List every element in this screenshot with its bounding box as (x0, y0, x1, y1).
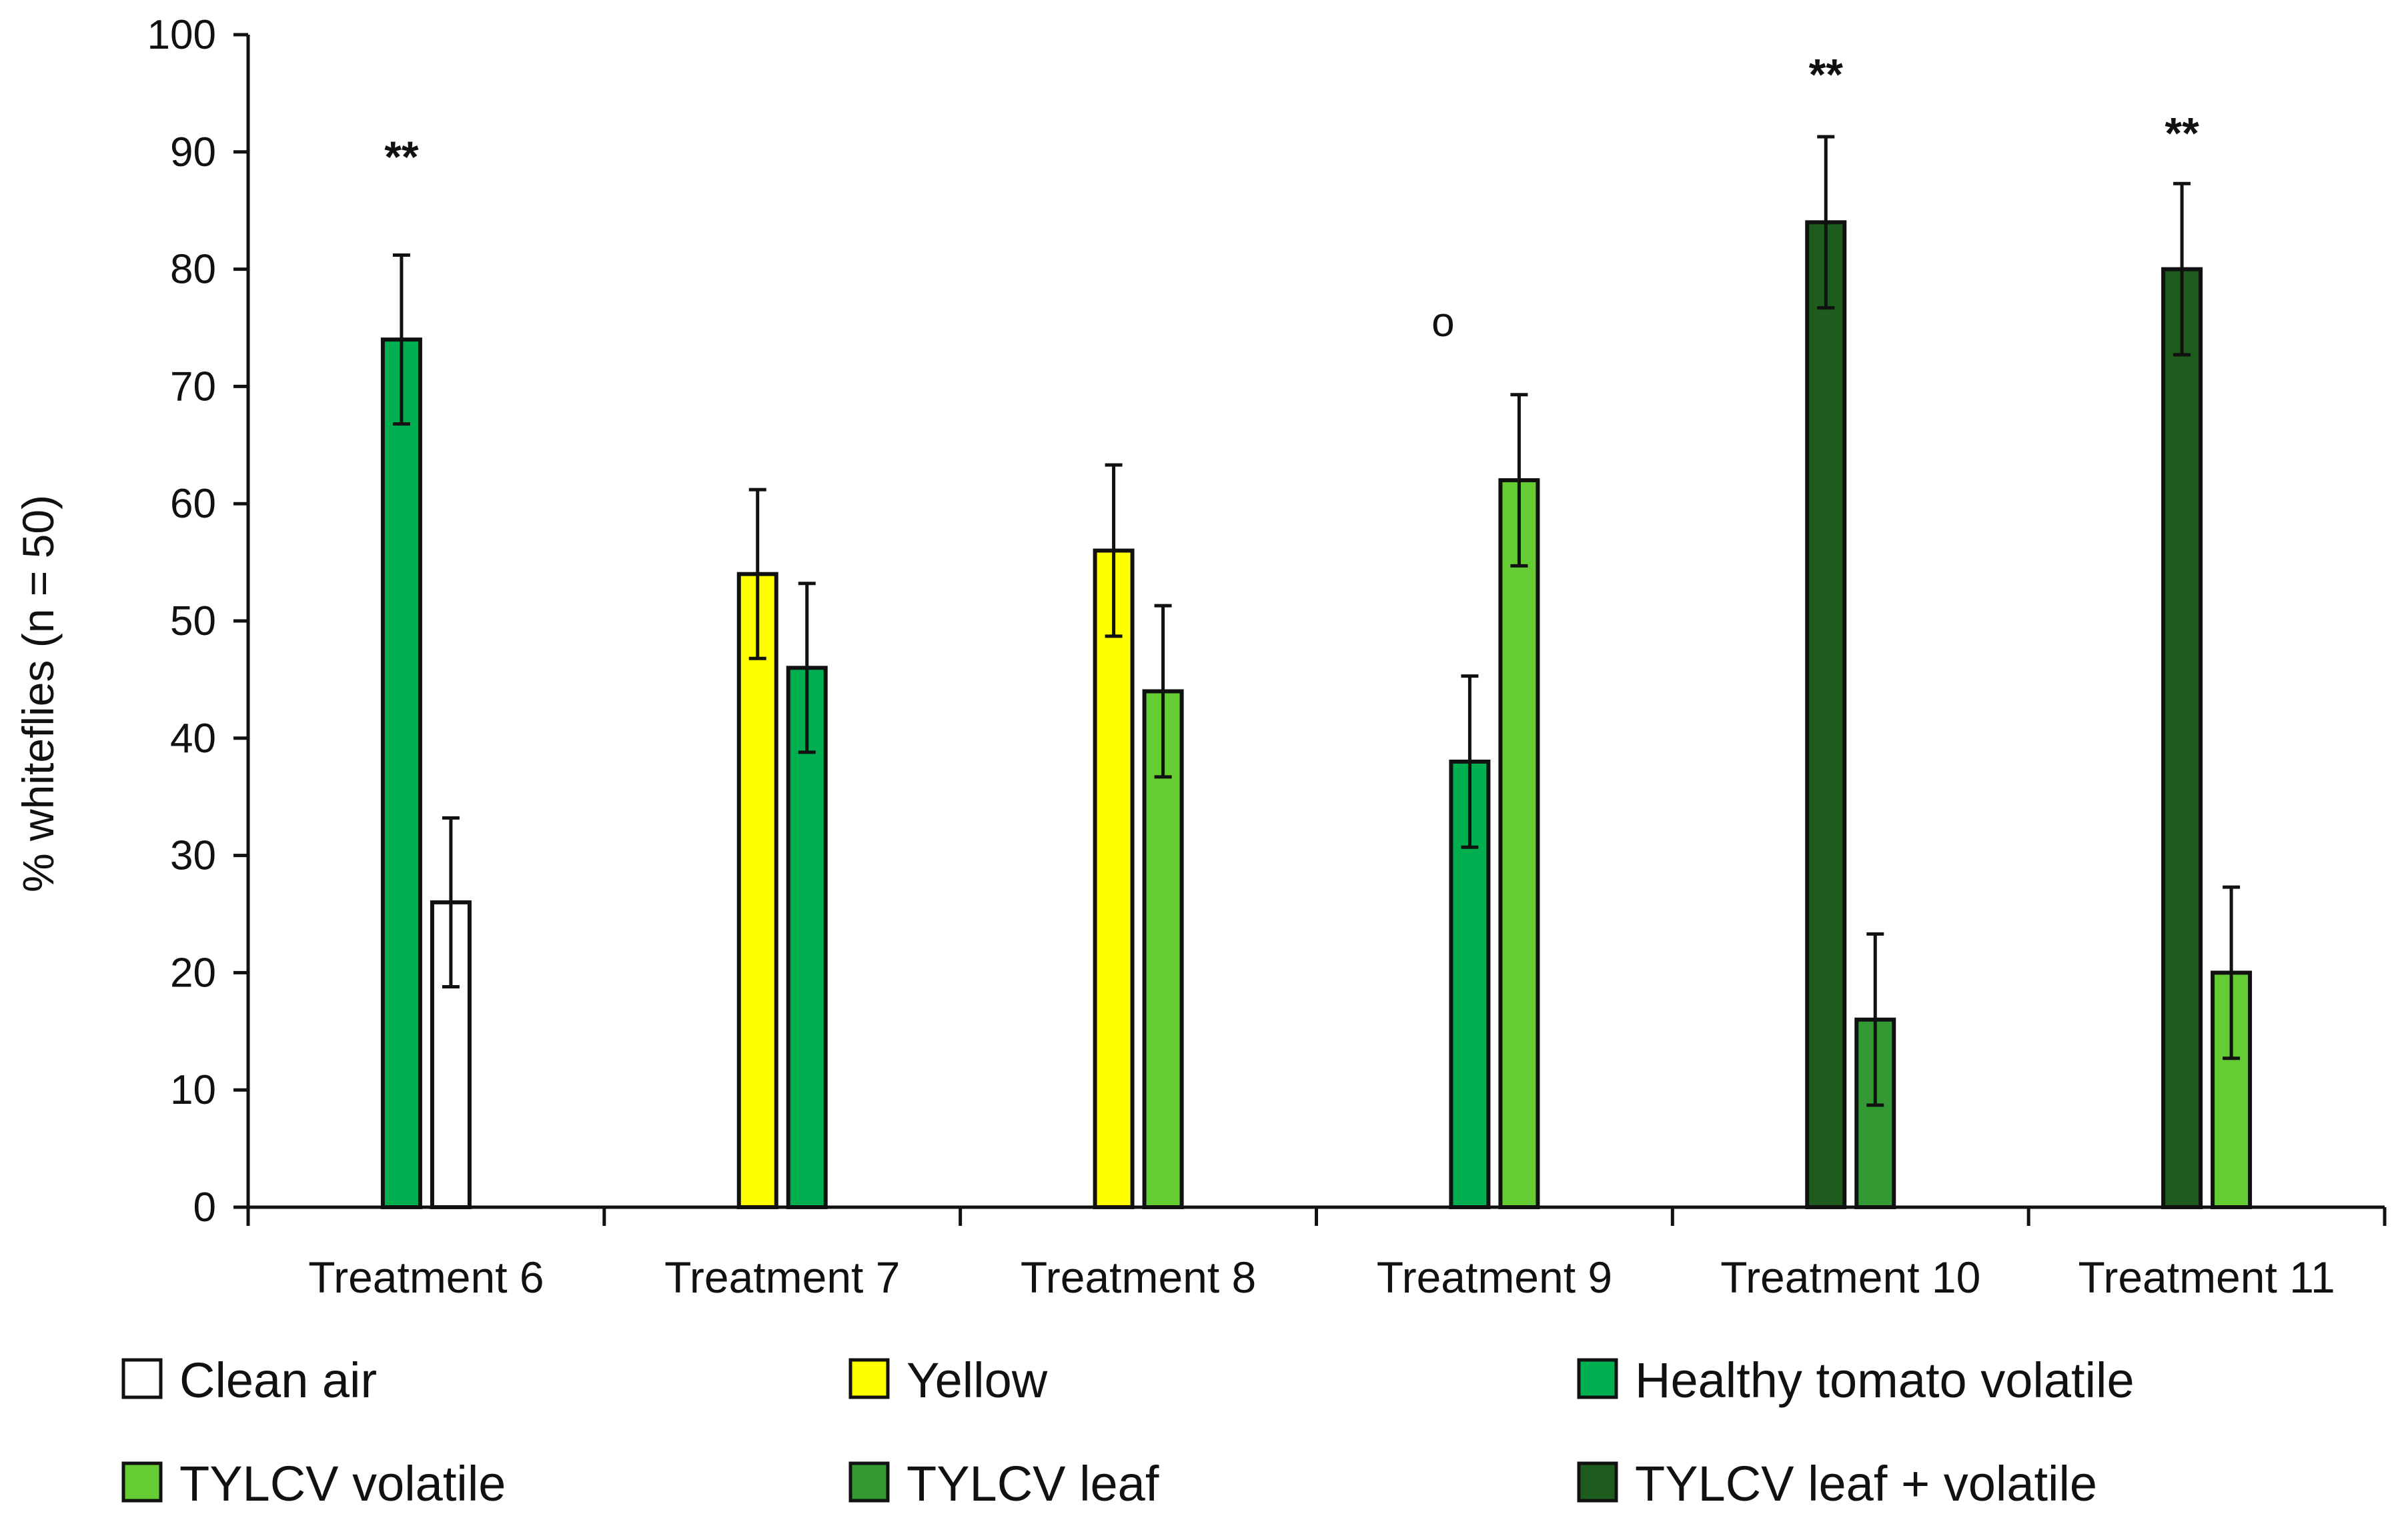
y-tick-label: 10 (170, 1067, 216, 1113)
legend-swatch (121, 1358, 163, 1399)
bar (380, 337, 422, 1210)
y-tick-label: 100 (147, 12, 216, 58)
significance-marker: ** (1809, 50, 1844, 99)
legend: Clean air Yellow Healthy tomato volatile TY… (121, 1353, 2135, 1511)
x-tick-label: Treatment 7 (664, 1253, 900, 1302)
x-tick-label: Treatment 11 (2078, 1253, 2335, 1302)
bar (1498, 478, 1540, 1209)
x-tick-label: Treatment 10 (1720, 1253, 1980, 1302)
legend-swatch (848, 1461, 890, 1503)
y-tick-label: 0 (193, 1185, 216, 1231)
y-tick-label: 50 (170, 598, 216, 644)
y-tick-label: 80 (170, 247, 216, 293)
legend-label: TYLCV leaf + volatile (1635, 1456, 2097, 1511)
x-tick-label: Treatment 9 (1377, 1253, 1612, 1302)
bar (1805, 220, 1847, 1209)
legend-label: TYLCV leaf (907, 1456, 1159, 1511)
y-tick-label: 20 (170, 950, 216, 996)
y-tick-label: 30 (170, 833, 216, 879)
bar (2211, 970, 2253, 1210)
legend-label: TYLCV volatile (179, 1456, 506, 1511)
legend-swatch (121, 1461, 163, 1503)
bar (2161, 267, 2203, 1210)
legend-label: Clean air (179, 1353, 377, 1408)
significance-marker: o (1431, 299, 1454, 345)
y-tick-label: 40 (170, 716, 216, 762)
y-tick-label: 90 (170, 129, 216, 175)
significance-marker: ** (384, 132, 419, 181)
significance-marker: ** (2165, 109, 2199, 158)
legend-label: Yellow (907, 1353, 1048, 1408)
y-axis-label: % whiteflies (n = 50) (13, 495, 63, 892)
axes: 0 10 20 30 40 50 60 70 80 90 100 Treatment 6 Treatme… (147, 12, 2387, 1302)
legend-swatch (848, 1358, 890, 1399)
x-tick-label: Treatment 8 (1021, 1253, 1256, 1302)
bars (380, 135, 2253, 1210)
legend-swatch (1577, 1461, 1618, 1503)
bar (736, 572, 778, 1209)
legend-label: Healthy tomato volatile (1635, 1353, 2135, 1408)
significance-annotations: ** o ** ** (384, 50, 2199, 345)
x-tick-label: Treatment 6 (308, 1253, 544, 1302)
y-tick-label: 60 (170, 481, 216, 527)
bar (1093, 548, 1135, 1209)
y-tick-label: 70 (170, 363, 216, 410)
legend-swatch (1577, 1358, 1618, 1399)
